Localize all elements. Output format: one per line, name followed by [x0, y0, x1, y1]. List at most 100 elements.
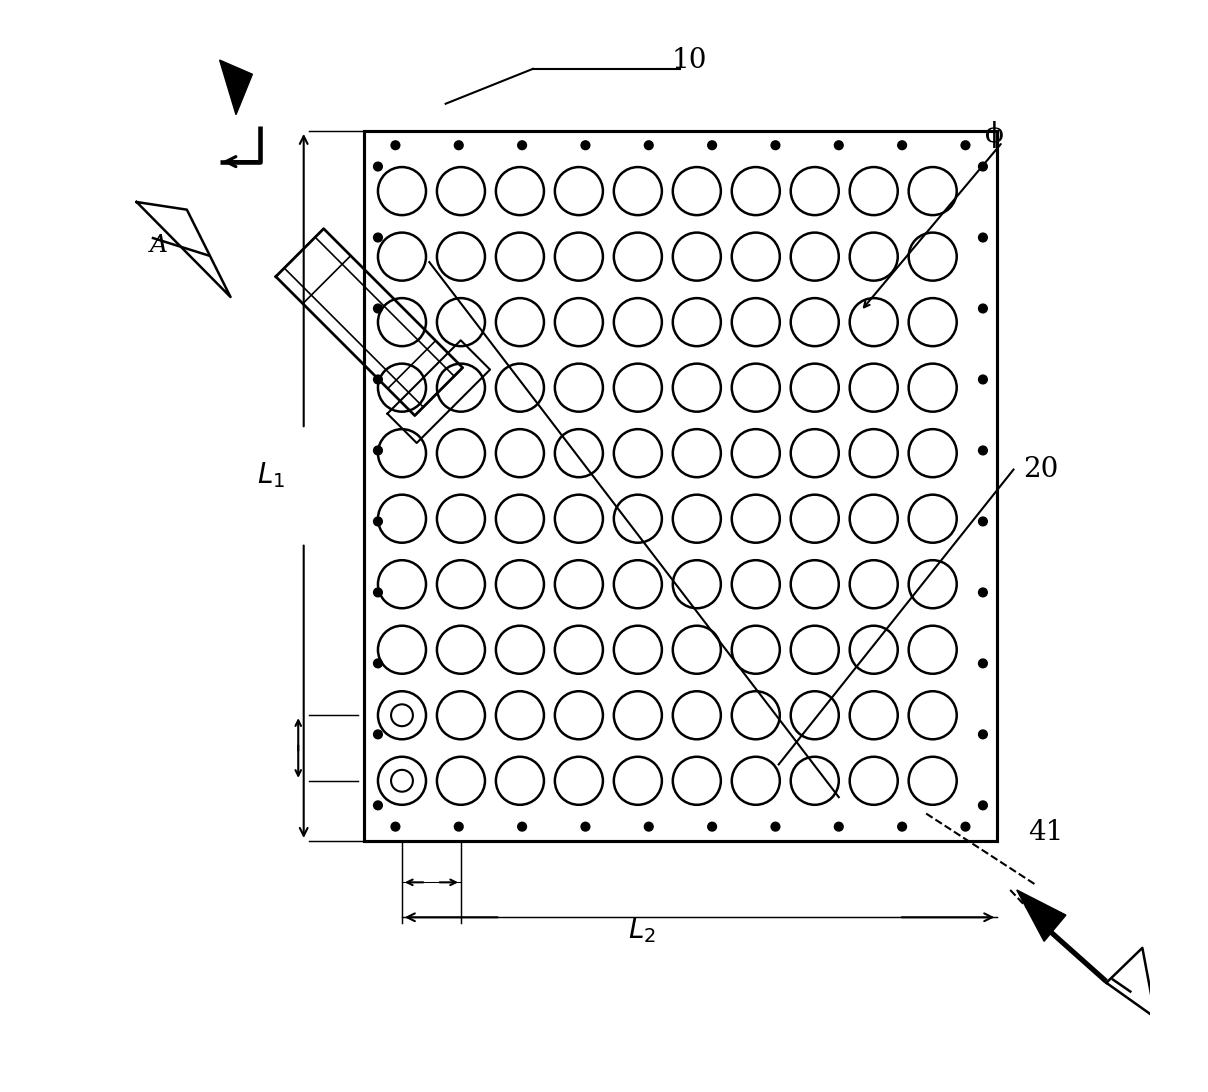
Circle shape [835, 822, 843, 831]
Circle shape [437, 757, 484, 805]
Circle shape [791, 757, 838, 805]
Circle shape [378, 364, 426, 412]
Circle shape [378, 167, 426, 215]
Circle shape [378, 429, 426, 477]
Circle shape [898, 141, 906, 150]
Circle shape [373, 304, 382, 313]
Circle shape [849, 298, 898, 346]
Circle shape [908, 757, 957, 805]
Circle shape [908, 626, 957, 674]
Circle shape [732, 167, 780, 215]
Circle shape [614, 691, 662, 739]
Circle shape [849, 429, 898, 477]
Circle shape [518, 822, 527, 831]
Circle shape [554, 429, 603, 477]
Circle shape [554, 167, 603, 215]
Circle shape [732, 560, 780, 608]
Circle shape [373, 729, 382, 738]
Circle shape [708, 141, 716, 150]
Circle shape [437, 233, 484, 281]
Circle shape [908, 691, 957, 739]
Polygon shape [1017, 890, 1065, 941]
Circle shape [978, 729, 987, 738]
Text: ϕ: ϕ [986, 121, 1004, 147]
Circle shape [908, 364, 957, 412]
Circle shape [908, 298, 957, 346]
Circle shape [708, 822, 716, 831]
Circle shape [496, 298, 544, 346]
Circle shape [978, 304, 987, 313]
Circle shape [791, 691, 838, 739]
Circle shape [437, 429, 484, 477]
Circle shape [378, 233, 426, 281]
Circle shape [849, 560, 898, 608]
Circle shape [673, 364, 721, 412]
Circle shape [673, 495, 721, 543]
Circle shape [581, 822, 590, 831]
Circle shape [391, 822, 400, 831]
Circle shape [437, 495, 484, 543]
Circle shape [554, 757, 603, 805]
Circle shape [554, 495, 603, 543]
Circle shape [554, 364, 603, 412]
Circle shape [673, 233, 721, 281]
Circle shape [614, 626, 662, 674]
Circle shape [849, 167, 898, 215]
Circle shape [732, 495, 780, 543]
Circle shape [378, 298, 426, 346]
Circle shape [454, 141, 463, 150]
Circle shape [373, 802, 382, 810]
Circle shape [373, 233, 382, 242]
Circle shape [614, 429, 662, 477]
Circle shape [391, 141, 400, 150]
Circle shape [378, 495, 426, 543]
Circle shape [849, 495, 898, 543]
Circle shape [849, 757, 898, 805]
Circle shape [437, 364, 484, 412]
Circle shape [496, 233, 544, 281]
Circle shape [732, 233, 780, 281]
Circle shape [644, 822, 654, 831]
Circle shape [644, 141, 654, 150]
Circle shape [373, 375, 382, 383]
Circle shape [978, 375, 987, 383]
Circle shape [378, 757, 426, 805]
Text: 41: 41 [1028, 819, 1064, 845]
Circle shape [614, 495, 662, 543]
Circle shape [791, 298, 838, 346]
Circle shape [673, 560, 721, 608]
Circle shape [978, 660, 987, 668]
Circle shape [732, 364, 780, 412]
Circle shape [554, 233, 603, 281]
Circle shape [978, 587, 987, 596]
Circle shape [978, 518, 987, 526]
Circle shape [791, 233, 838, 281]
Circle shape [437, 691, 484, 739]
Circle shape [771, 822, 780, 831]
Circle shape [614, 298, 662, 346]
Circle shape [496, 691, 544, 739]
Bar [364, 131, 997, 841]
Circle shape [908, 560, 957, 608]
Circle shape [378, 560, 426, 608]
Circle shape [378, 626, 426, 674]
Circle shape [614, 560, 662, 608]
Circle shape [732, 298, 780, 346]
Circle shape [496, 167, 544, 215]
Text: $L_2$: $L_2$ [628, 915, 656, 946]
Circle shape [581, 141, 590, 150]
Circle shape [771, 141, 780, 150]
Circle shape [978, 446, 987, 454]
Polygon shape [220, 60, 252, 115]
Circle shape [791, 167, 838, 215]
Circle shape [791, 429, 838, 477]
Circle shape [437, 298, 484, 346]
Text: $L_1$: $L_1$ [257, 460, 285, 490]
Circle shape [391, 770, 413, 792]
Circle shape [614, 757, 662, 805]
Circle shape [732, 691, 780, 739]
Circle shape [454, 822, 463, 831]
Circle shape [373, 163, 382, 171]
Circle shape [673, 167, 721, 215]
Circle shape [978, 163, 987, 171]
